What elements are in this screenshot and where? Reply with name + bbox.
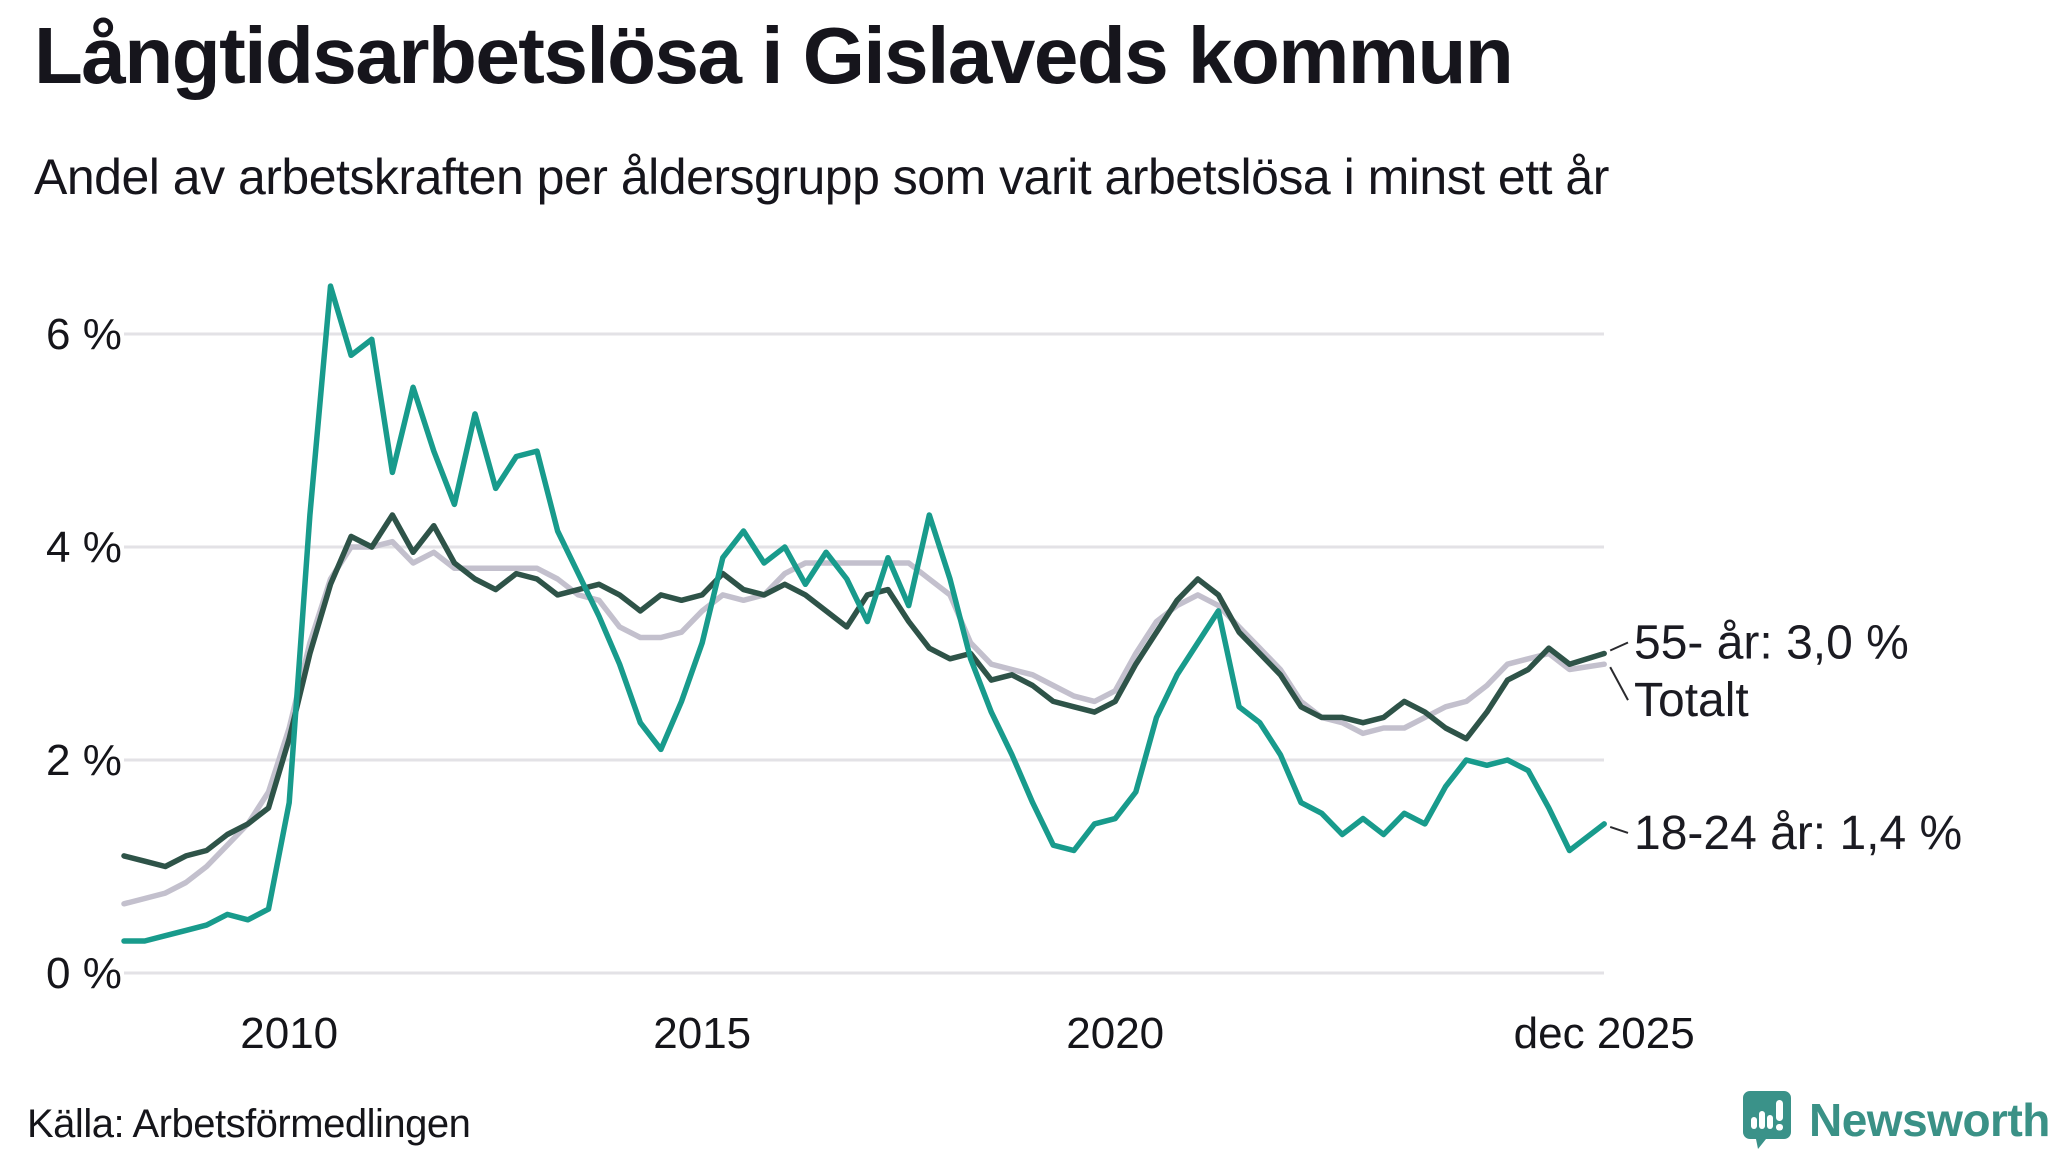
x-axis-tick-labels: 2010 2015 2020 dec 2025 — [240, 1009, 1694, 1058]
x-tick-label: dec 2025 — [1514, 1009, 1695, 1058]
series-end-annotations: 55- år: 3,0 %Totalt 18-24 år: 1,4 % — [1609, 617, 1962, 860]
x-tick-label: 2015 — [653, 1009, 751, 1058]
series-line-18-24-år — [121, 283, 1607, 944]
annotation-leader-line — [1609, 666, 1629, 701]
annotation-leader-line — [1609, 641, 1629, 652]
newsworthy-logo-text: Newsworthy — [1809, 1094, 2048, 1146]
chart-title: Långtidsarbetslösa i Gislaveds kommun — [34, 11, 1514, 100]
y-tick-label: 6 % — [46, 310, 122, 359]
series-line-55--år — [121, 512, 1607, 870]
y-tick-label: 4 % — [46, 523, 122, 572]
series-lines — [121, 283, 1607, 944]
chart-subtitle: Andel av arbetskraften per åldersgrupp s… — [34, 149, 1609, 205]
annotation-label-18-24-år: 18-24 år: 1,4 % — [1634, 807, 1962, 860]
source-note: Källa: Arbetsförmedlingen — [27, 1102, 471, 1146]
newsworthy-logo-icon — [1743, 1091, 1791, 1149]
annotation-label-55--år: 55- år: 3,0 % — [1634, 617, 1909, 670]
y-tick-label: 0 % — [46, 949, 122, 998]
gridlines — [124, 332, 1604, 975]
annotation-label-Totalt: Totalt — [1634, 674, 1749, 727]
x-tick-label: 2010 — [240, 1009, 338, 1058]
y-tick-label: 2 % — [46, 736, 122, 785]
annotation-leader-line — [1609, 825, 1629, 834]
x-tick-label: 2020 — [1066, 1009, 1164, 1058]
y-axis-tick-labels: 0 % 2 % 4 % 6 % — [46, 310, 122, 998]
newsworthy-logo: Newsworthy — [1742, 1090, 2048, 1150]
